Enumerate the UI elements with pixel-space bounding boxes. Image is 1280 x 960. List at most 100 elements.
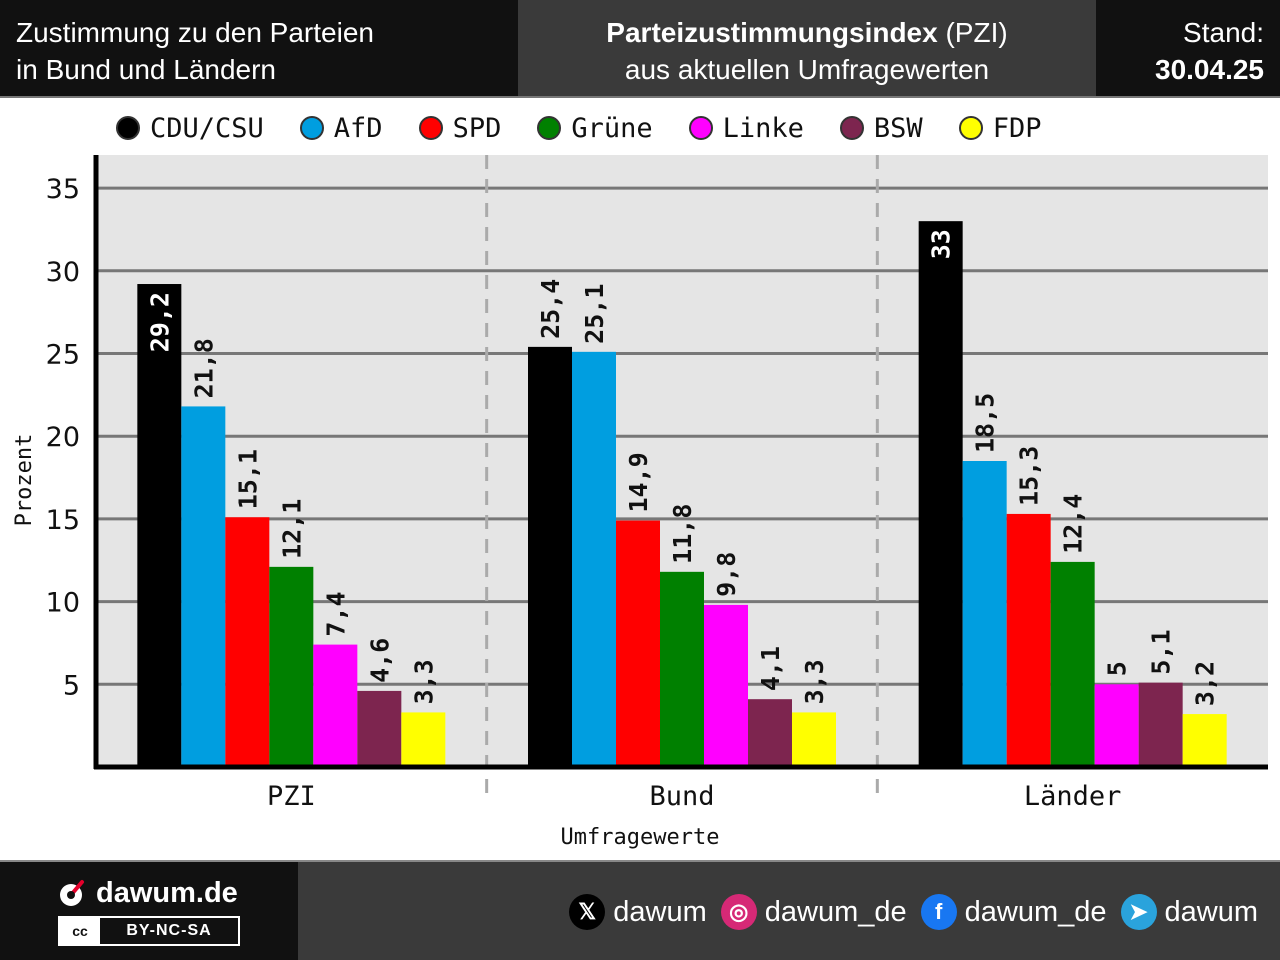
legend-item-2: SPD [418, 112, 502, 144]
bar-4-2 [1094, 684, 1139, 767]
bar-5-1 [748, 699, 792, 767]
instagram-icon[interactable]: ◎ [720, 894, 757, 930]
x-axis-label: Umfragewerte [561, 825, 720, 850]
x-tick-label: PZI [267, 781, 316, 812]
legend-item-6: FDP [958, 112, 1042, 144]
header-right: Stand: 30.04.25 [1096, 0, 1280, 98]
header-left: Zustimmung zu den Parteien in Bund und L… [0, 0, 518, 98]
value-label: 15,1 [233, 449, 262, 509]
y-tick-label: 5 [63, 670, 80, 701]
bar-3-0 [269, 566, 314, 767]
value-label: 15,3 [1015, 446, 1044, 506]
chart-title: Parteizustimmungsindex (PZI) [518, 14, 1096, 51]
y-tick-label: 35 [46, 174, 80, 205]
legend-label: FDP [992, 112, 1042, 144]
legend-item-1: AfD [299, 112, 383, 144]
legend-swatch [958, 116, 983, 140]
y-tick-label: 10 [46, 588, 80, 619]
y-tick-label: 30 [46, 257, 80, 288]
brand-link[interactable]: dawum.de [58, 876, 238, 910]
legend-label: AfD [333, 112, 383, 144]
y-tick-label: 15 [46, 505, 80, 536]
legend-swatch [688, 116, 713, 140]
y-tick-label: 25 [46, 339, 80, 370]
chart-subtitle: aus aktuellen Umfragewerten [624, 54, 990, 85]
bar-2-1 [616, 520, 660, 767]
header-divider [0, 96, 1280, 98]
legend-swatch [418, 116, 443, 140]
value-label: 5,1 [1147, 629, 1176, 674]
y-axis-label: Prozent [12, 434, 37, 527]
legend-label: CDU/CSU [150, 112, 264, 144]
legend-label: Grüne [571, 112, 653, 144]
gauge-icon [60, 880, 84, 906]
value-label: 25,4 [536, 279, 565, 339]
telegram-icon[interactable]: ➤ [1120, 894, 1157, 930]
bar-4-1 [704, 604, 748, 767]
value-label: 5 [1103, 661, 1132, 676]
footer-divider [0, 860, 1280, 862]
legend-label: Linke [722, 112, 804, 144]
bar-1-1 [572, 351, 616, 767]
chart-title-bold: Parteizustimmungsindex [606, 17, 938, 48]
bar-0-1 [528, 346, 572, 767]
legend: CDU/CSU AfD SPD Grüne Linke BSW FDP [116, 108, 1077, 148]
value-label: 29,2 [145, 292, 174, 352]
legend-item-5: BSW [839, 112, 923, 144]
value-label: 18,5 [971, 393, 1000, 453]
value-label: 14,9 [624, 452, 653, 512]
bar-6-1 [792, 712, 836, 767]
value-label: 33 [927, 229, 956, 259]
value-label: 3,3 [800, 659, 829, 704]
legend-swatch [537, 116, 562, 140]
legend-label: BSW [873, 112, 923, 144]
value-label: 12,4 [1059, 494, 1088, 554]
value-label: 9,8 [712, 552, 741, 597]
value-label: 11,8 [668, 504, 697, 564]
header-title-line1: Zustimmung zu den Parteien [16, 17, 374, 48]
social-handle[interactable]: dawum [1164, 895, 1259, 928]
legend-label: SPD [452, 112, 502, 144]
bar-3-2 [1050, 561, 1095, 767]
bar-6-2 [1182, 714, 1227, 767]
value-label: 12,1 [277, 499, 306, 559]
stand-date: 30.04.25 [1155, 54, 1264, 85]
value-label: 21,8 [189, 338, 218, 398]
legend-item-4: Linke [688, 112, 804, 144]
bar-2-0 [225, 517, 270, 767]
facebook-icon[interactable]: f [920, 894, 957, 930]
header: Zustimmung zu den Parteien in Bund und L… [0, 0, 1280, 98]
bar-3-1 [660, 571, 704, 767]
stand-label: Stand: [1183, 17, 1264, 48]
x-tick-label: Länder [1024, 781, 1122, 812]
legend-swatch [299, 116, 324, 140]
x-icon[interactable]: 𝕏 [569, 894, 606, 930]
bar-chart: 5 10 15 20 25 30 35 29,2 21,8 15,1 12,1 7,4 4,6 3,3 PZ… [12, 155, 1268, 850]
license-badge[interactable]: cc BY-NC-SA [58, 916, 240, 946]
value-label: 25,1 [580, 284, 609, 344]
social-handle[interactable]: dawum [613, 895, 707, 928]
bar-1-0 [181, 406, 226, 767]
value-label: 7,4 [321, 591, 350, 636]
bar-6-0 [401, 712, 446, 767]
bar-5-0 [357, 690, 402, 767]
cc-icon: cc [60, 918, 100, 944]
value-label: 3,3 [409, 659, 438, 704]
chart-title-abbr: (PZI) [937, 17, 1008, 48]
legend-swatch [116, 116, 140, 140]
brand-name: dawum.de [96, 876, 238, 909]
bar-4-0 [313, 644, 358, 767]
license-text: BY-NC-SA [100, 918, 238, 944]
value-label: 4,1 [756, 646, 785, 691]
social-handle[interactable]: dawum_de [764, 895, 907, 928]
footer-brand-panel: dawum.de cc BY-NC-SA [0, 862, 298, 960]
bar-2-2 [1006, 513, 1051, 767]
value-label: 4,6 [365, 638, 394, 683]
header-center: Parteizustimmungsindex (PZI) aus aktuell… [518, 0, 1096, 98]
legend-swatch [839, 116, 864, 140]
social-handle[interactable]: dawum_de [964, 895, 1107, 928]
y-tick-label: 20 [46, 422, 80, 453]
bar-0-0 [137, 284, 182, 767]
